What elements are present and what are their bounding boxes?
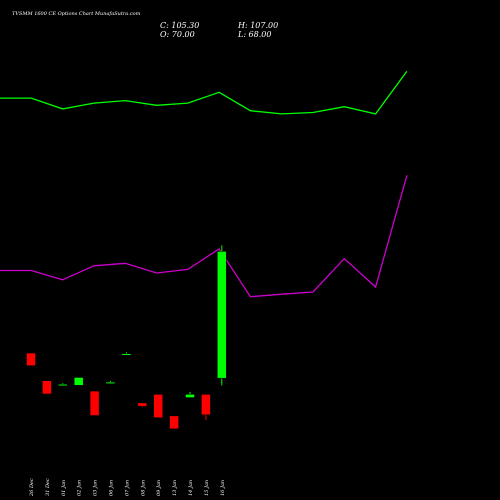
x-tick-label: 26 Dec <box>29 478 35 497</box>
x-axis-ticks: 26 Dec 31 Dec 01 Jan 02 Jan 03 Jan 06 Jan 07 J… <box>29 478 226 497</box>
bear-candle-body <box>169 415 179 430</box>
candle-2 <box>58 383 68 387</box>
x-tick-label: 01 Jan <box>61 480 67 496</box>
candle-12 <box>217 245 227 386</box>
bull-candle-body <box>73 377 84 386</box>
bull-candle-body <box>121 353 132 356</box>
bear-candle-body <box>89 390 100 416</box>
bull-candle-body <box>58 384 68 387</box>
candle-4 <box>89 390 100 416</box>
candle-3 <box>73 377 84 386</box>
x-tick-label: 13 Jan <box>172 480 178 496</box>
band-lines <box>0 70 408 298</box>
candle-9 <box>169 415 179 430</box>
close-value: C: 105.30 <box>160 21 199 30</box>
x-tick-label: 15 Jan <box>204 480 210 496</box>
high-value: H: 107.00 <box>237 21 278 30</box>
x-tick-label: 07 Jan <box>124 480 130 496</box>
x-tick-label: 03 Jan <box>93 480 99 496</box>
x-tick-label: 31 Dec <box>45 478 51 496</box>
candle-11 <box>201 394 211 420</box>
candle-7 <box>137 402 148 408</box>
candle-6 <box>121 352 132 356</box>
bear-candle-body <box>26 352 36 366</box>
bull-candle-body <box>185 394 195 398</box>
x-tick-label: 16 Jan <box>220 480 226 496</box>
candle-10 <box>185 391 195 398</box>
x-tick-label: 06 Jan <box>109 480 115 496</box>
lower-band-line <box>0 175 408 298</box>
candle-8 <box>153 394 163 418</box>
x-tick-label: 14 Jan <box>188 480 194 496</box>
candle-1 <box>42 380 52 395</box>
low-value: L: 68.00 <box>237 30 271 39</box>
upper-band-line <box>0 70 408 115</box>
chart-title: TVSMM 1600 CE Options Chart MunafaSutra.… <box>12 11 141 17</box>
bear-candle-body <box>201 394 211 416</box>
open-value: O: 70.00 <box>160 30 195 39</box>
bear-candle-body <box>153 394 163 418</box>
bear-candle-body <box>137 402 148 407</box>
candle-0 <box>26 352 36 366</box>
candle-5 <box>105 381 116 384</box>
candles <box>26 245 227 430</box>
x-tick-label: 08 Jan <box>140 480 146 496</box>
bull-candle-body <box>217 251 227 379</box>
x-tick-label: 02 Jan <box>77 480 83 496</box>
x-tick-label: 09 Jan <box>156 480 162 496</box>
bear-candle-body <box>42 380 52 395</box>
bull-candle-body <box>105 381 116 384</box>
